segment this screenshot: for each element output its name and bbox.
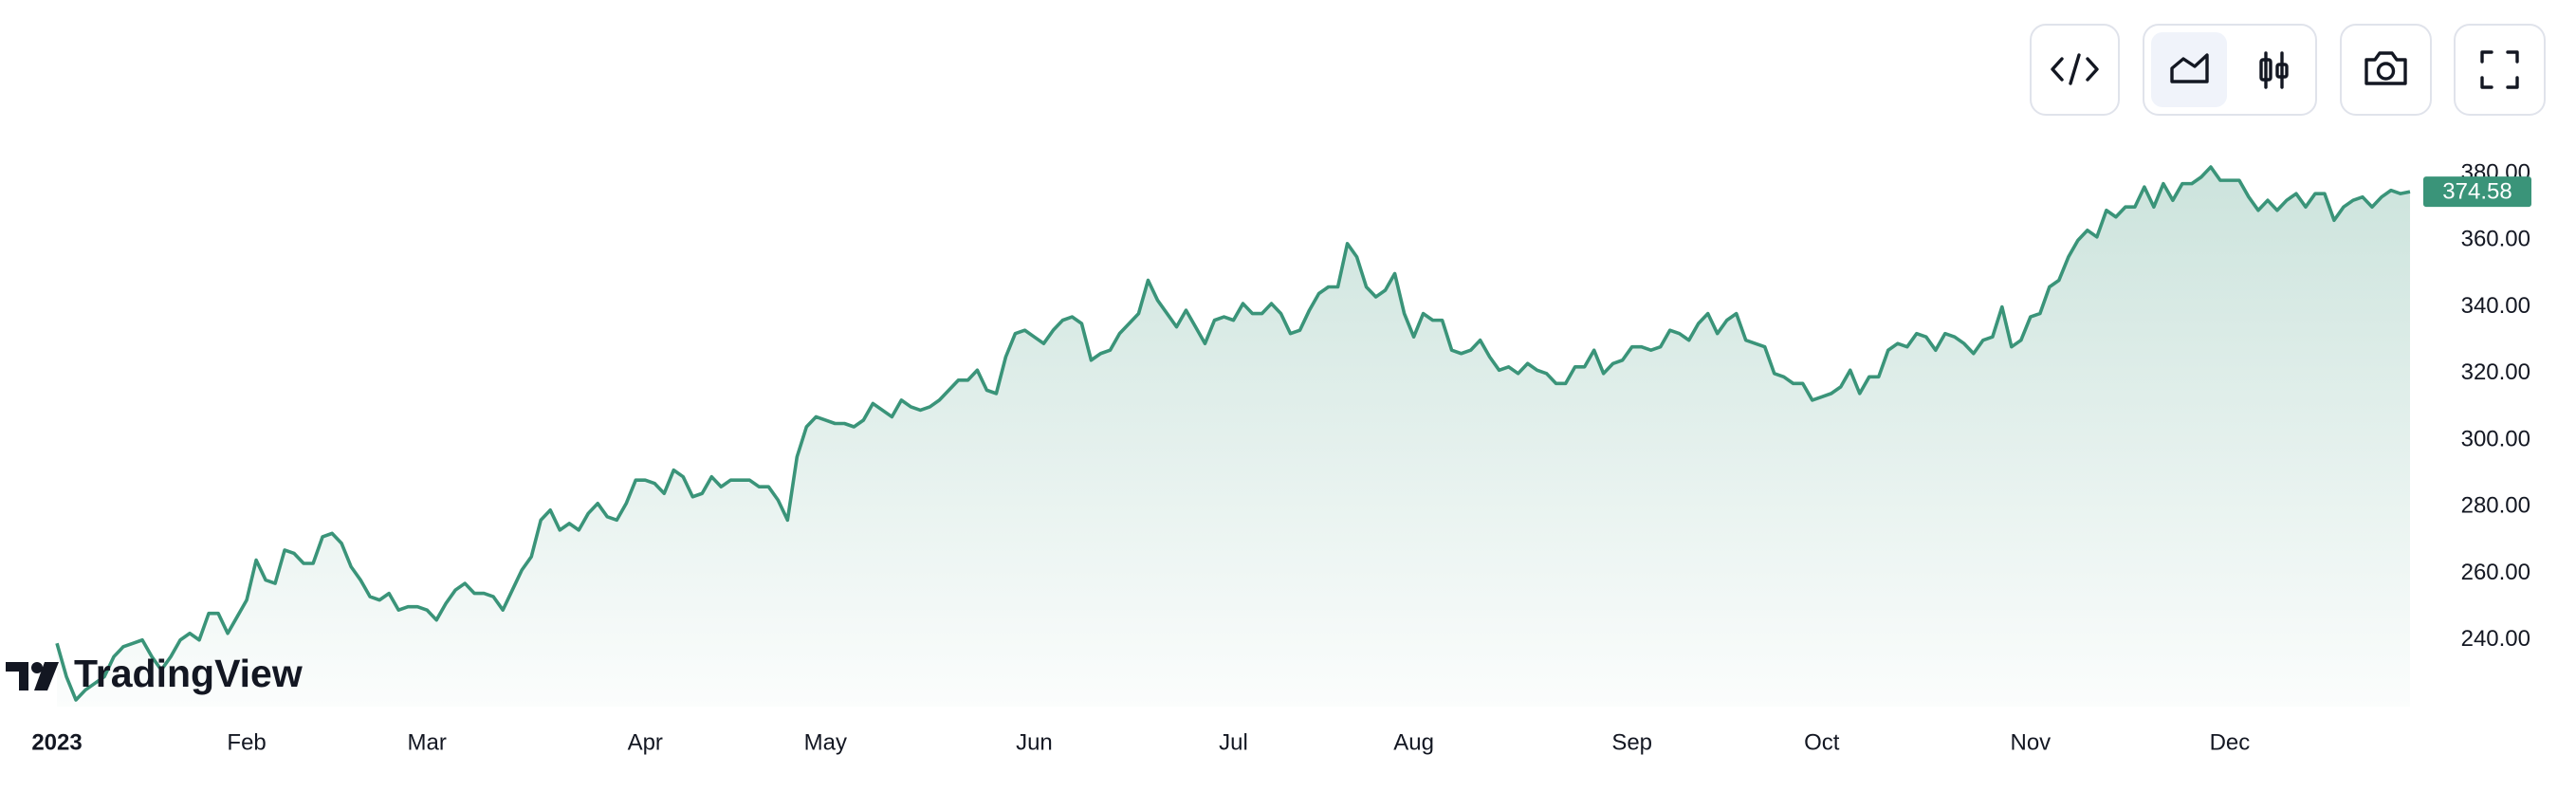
- x-tick-label: Jun: [1016, 729, 1053, 755]
- y-tick-label: 260.00: [2461, 560, 2530, 585]
- logo: TradingView: [6, 652, 303, 695]
- y-tick-label: 340.00: [2461, 293, 2530, 319]
- toolbar: [2030, 24, 2546, 116]
- x-tick-label: Jul: [1219, 729, 1248, 755]
- x-tick-label: May: [804, 729, 847, 755]
- y-tick-label: 280.00: [2461, 493, 2530, 519]
- last-price-tag: [2423, 176, 2531, 208]
- y-tick-label: 240.00: [2461, 626, 2530, 652]
- y-tick-label: 360.00: [2461, 227, 2530, 252]
- x-tick-label: Dec: [2210, 729, 2251, 755]
- chart-style-group: [2143, 24, 2317, 116]
- plot-area: [55, 165, 2411, 707]
- x-tick-label: Nov: [2010, 729, 2051, 755]
- candle-style-button[interactable]: [2259, 51, 2289, 89]
- screenshot-button[interactable]: [2340, 24, 2432, 116]
- fullscreen-button[interactable]: [2454, 24, 2546, 116]
- price-line: [55, 165, 2411, 702]
- y-tick-label: 320.00: [2461, 359, 2530, 385]
- x-tick-label: Mar: [408, 729, 447, 755]
- embed-button[interactable]: [2030, 24, 2120, 116]
- x-tick-label: Apr: [628, 729, 663, 755]
- x-tick-label: Feb: [227, 729, 266, 755]
- y-tick-label: 300.00: [2461, 426, 2530, 451]
- area-style-button[interactable]: [2151, 32, 2227, 107]
- logo-text: TradingView: [74, 652, 303, 695]
- x-tick-label: Sep: [1611, 729, 1652, 755]
- x-tick-label: Aug: [1393, 729, 1434, 755]
- last-price-label: 374.58: [2442, 178, 2512, 204]
- area-fill: [57, 167, 2410, 707]
- x-tick-label: Oct: [1804, 729, 1840, 755]
- x-tick-label: 2023: [31, 729, 82, 755]
